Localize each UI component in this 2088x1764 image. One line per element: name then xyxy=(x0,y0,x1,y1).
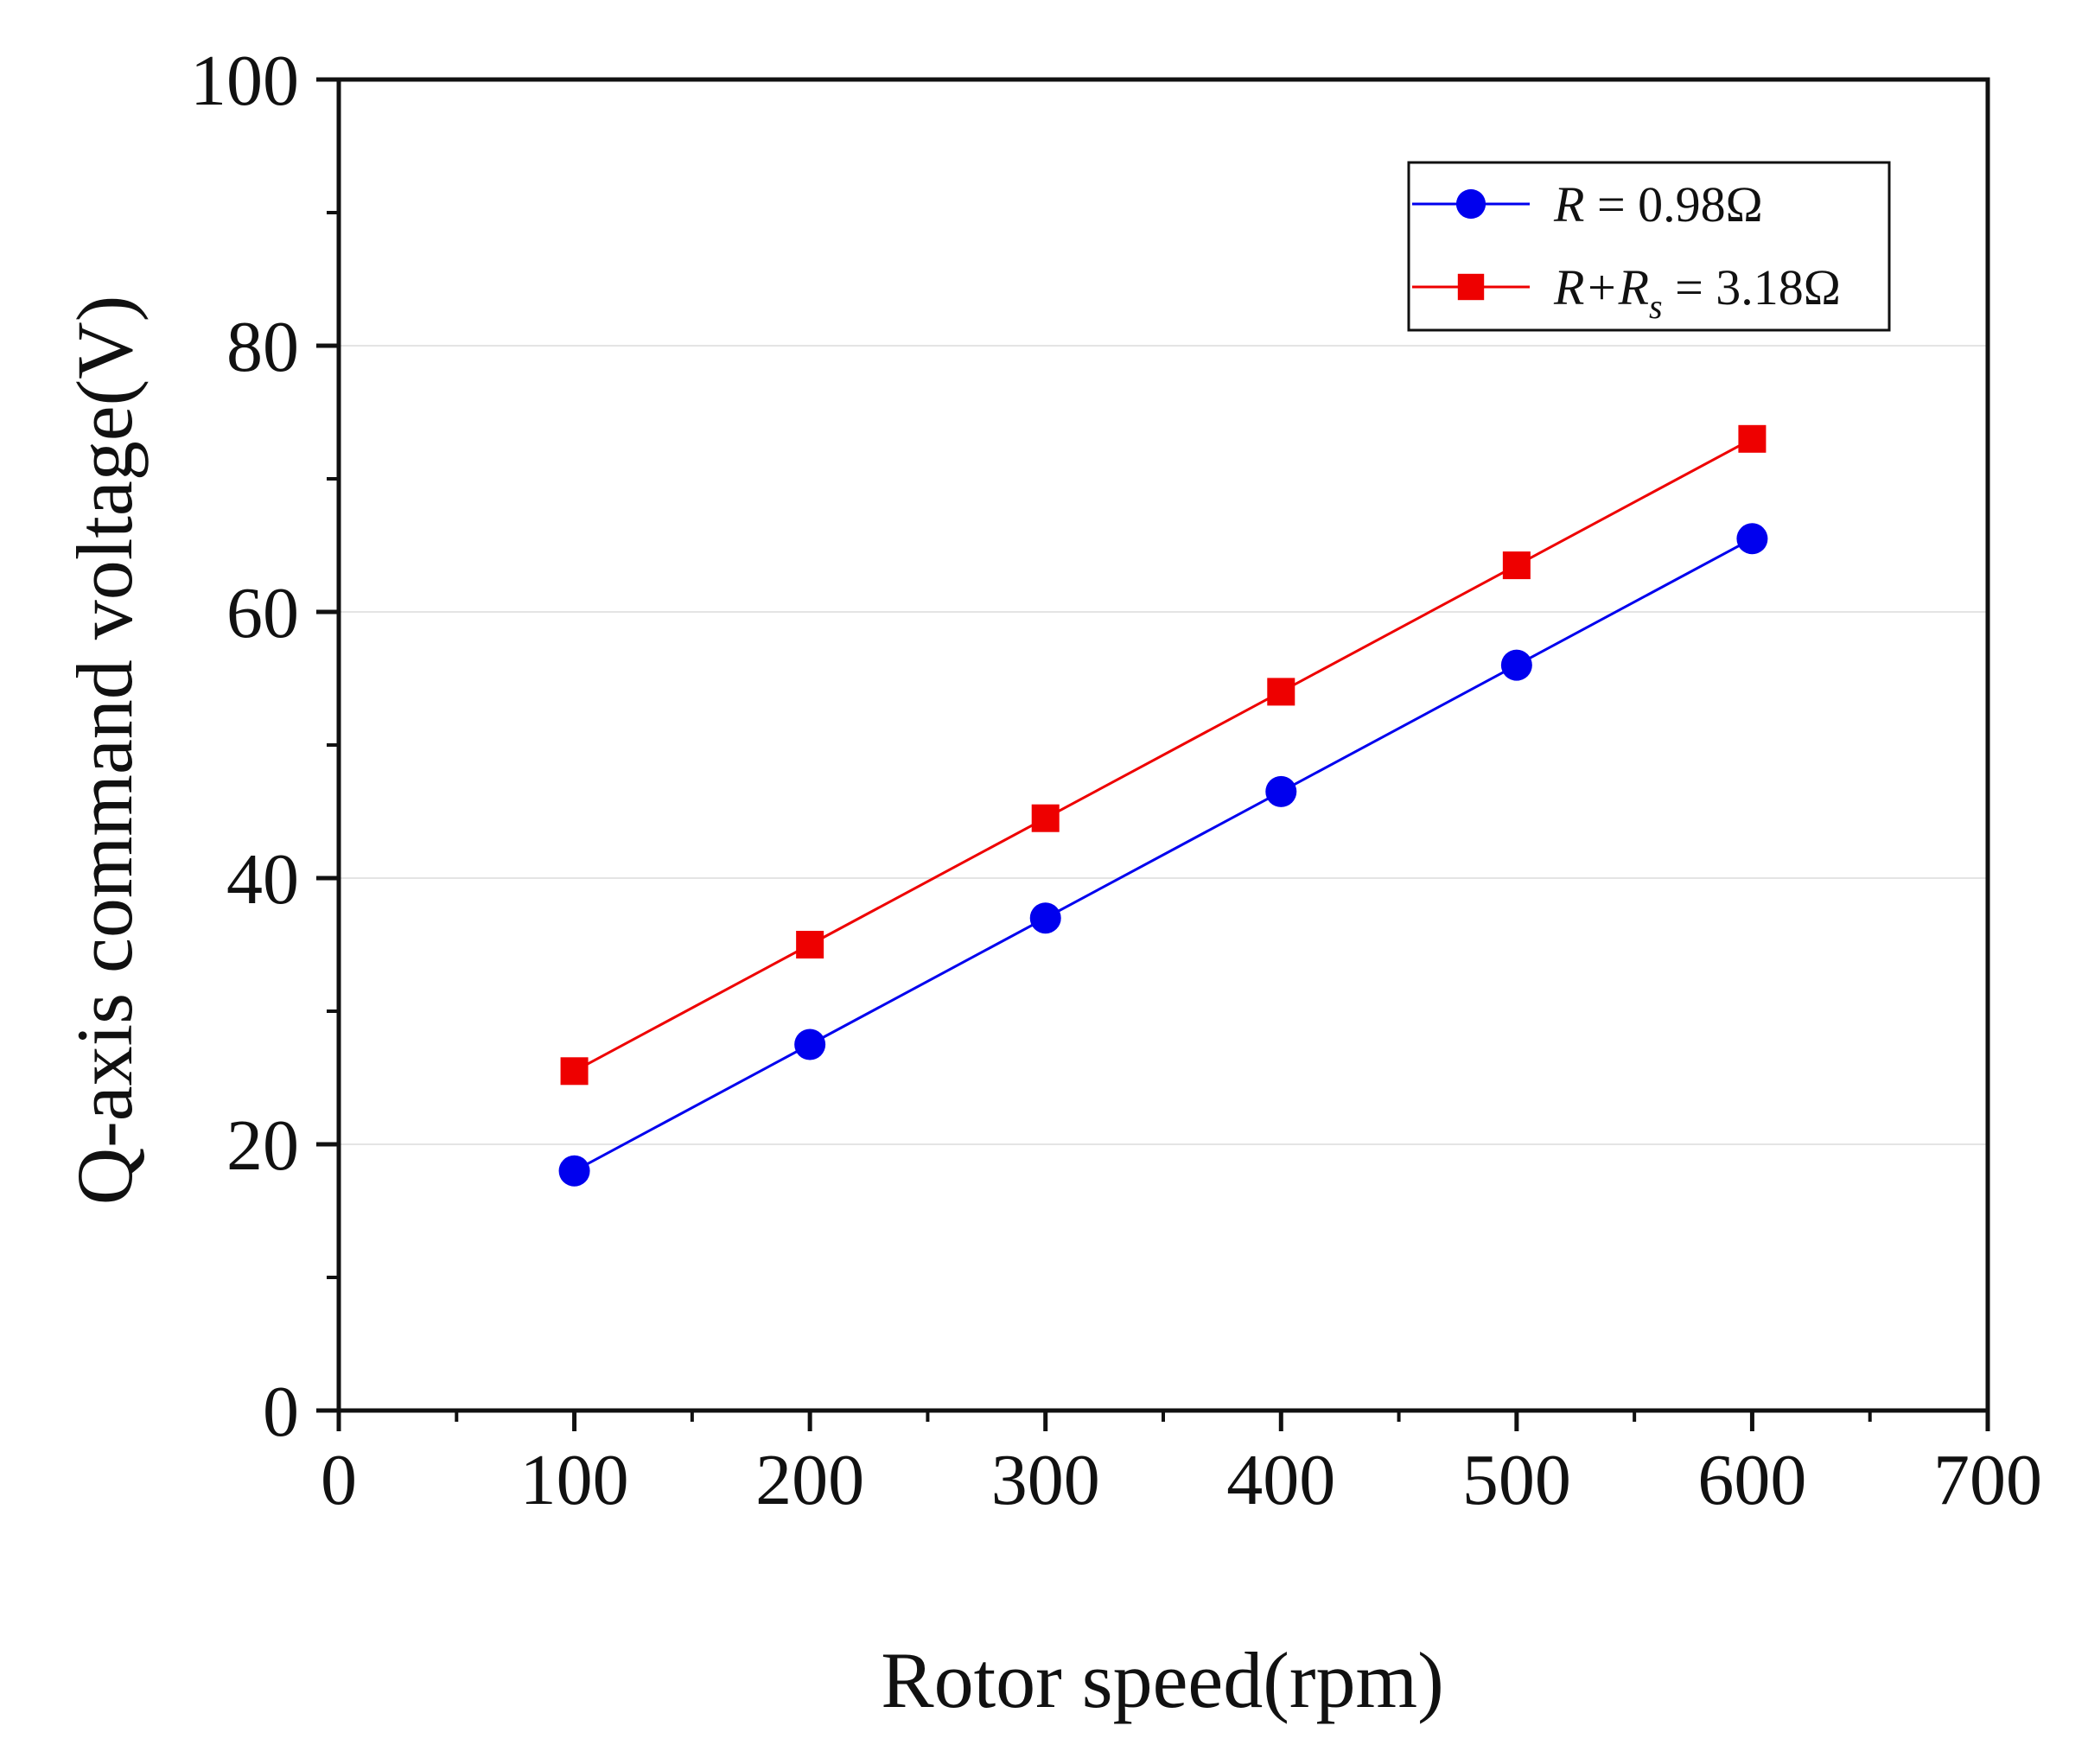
legend-label: R+Rs = 3.18Ω xyxy=(1553,259,1841,326)
legend-swatch-marker xyxy=(1457,273,1485,301)
data-point xyxy=(1502,551,1531,580)
x-tick-label: 400 xyxy=(1226,1440,1335,1520)
data-point xyxy=(1267,678,1295,706)
y-tick-label: 40 xyxy=(226,839,299,920)
data-point xyxy=(560,1057,589,1086)
x-tick-label: 700 xyxy=(1933,1440,2042,1520)
ticks: 0 100 200 300 400 500 600 700 0 20 40 60 80 100 xyxy=(190,41,2042,1520)
data-point xyxy=(794,1028,826,1060)
series-line xyxy=(573,537,1754,1173)
data-point xyxy=(1031,804,1060,832)
x-tick-label: 0 xyxy=(321,1440,357,1520)
grid xyxy=(339,345,1988,1145)
y-tick-label: 80 xyxy=(226,307,299,387)
x-tick-label: 500 xyxy=(1462,1440,1571,1520)
y-tick-label: 100 xyxy=(190,41,299,121)
data-point xyxy=(1029,902,1061,934)
data-point xyxy=(558,1155,590,1187)
x-tick-label: 100 xyxy=(520,1440,629,1520)
x-tick-label: 200 xyxy=(755,1440,864,1520)
series-2 xyxy=(560,424,1767,1086)
series-line xyxy=(573,437,1754,1073)
data-point xyxy=(1736,523,1768,555)
data-point xyxy=(1500,649,1532,681)
x-tick-label: 300 xyxy=(991,1440,1100,1520)
x-tick-label: 600 xyxy=(1697,1440,1806,1520)
x-axis-title: Rotor speed(rpm) xyxy=(881,1636,1444,1724)
y-axis-title: Q-axis command voltage(V) xyxy=(60,296,149,1206)
legend-swatch-marker xyxy=(1455,188,1486,220)
legend-label: R = 0.98Ω xyxy=(1553,176,1763,232)
data-point xyxy=(796,931,824,958)
series xyxy=(558,424,1768,1187)
legend: R = 0.98Ω R+Rs = 3.18Ω xyxy=(1407,161,1891,332)
data-point xyxy=(1265,775,1297,807)
series-1 xyxy=(558,523,1768,1187)
y-tick-label: 20 xyxy=(226,1105,299,1186)
data-point xyxy=(1738,424,1767,453)
y-tick-label: 60 xyxy=(226,573,299,653)
legend-box xyxy=(1407,161,1891,332)
y-tick-label: 0 xyxy=(263,1372,299,1452)
